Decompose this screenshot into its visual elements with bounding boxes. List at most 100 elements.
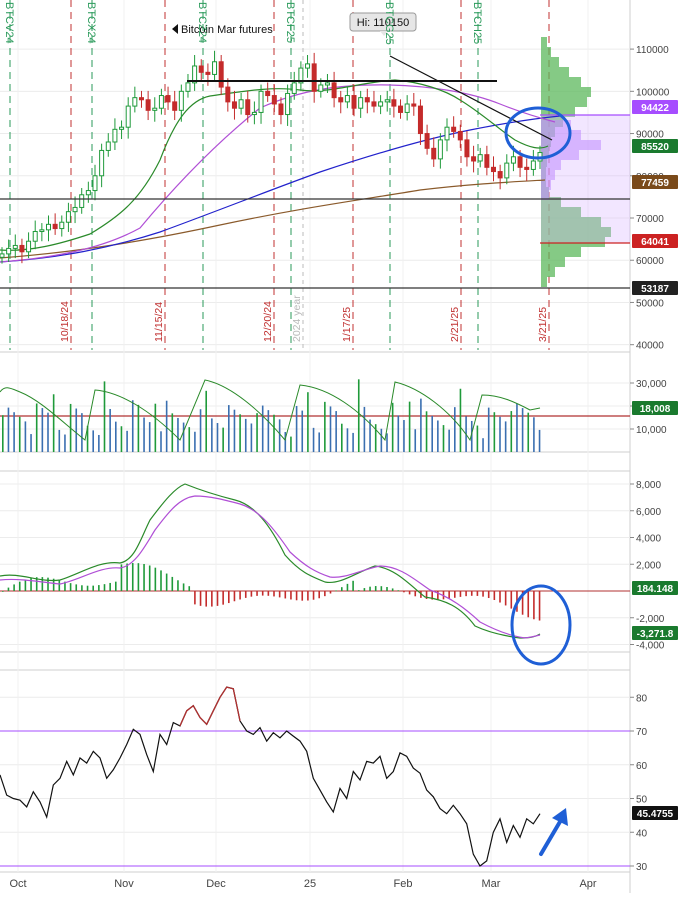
volume-bar (284, 431, 287, 452)
price-candle (45, 215, 51, 242)
macd-histogram-bar (75, 584, 78, 591)
x-tick-label: Nov (114, 878, 134, 890)
price-candle (212, 50, 218, 81)
macd-histogram-bar (363, 588, 366, 591)
x-tick-label: Feb (394, 878, 413, 890)
volume-profile-bar (541, 170, 555, 180)
price-candle (79, 188, 85, 214)
volume-profile-bar (541, 140, 601, 150)
volume-bar (177, 417, 179, 452)
macd-histogram-bar (177, 580, 179, 591)
macd-histogram-bar (380, 586, 383, 591)
price-candle (324, 74, 330, 94)
ma-200-line (0, 179, 546, 259)
macd-histogram-bar (403, 591, 405, 593)
volume-profile-bar (541, 97, 587, 107)
price-candle (530, 150, 536, 176)
volume-bar (324, 401, 326, 452)
price-candle (59, 215, 65, 237)
price-candle (371, 90, 377, 113)
price-candle (471, 145, 477, 173)
price-candle (185, 74, 191, 98)
rsi-panel (0, 730, 630, 867)
x-axis: Oct Nov Dec 25 Feb Mar Apr (9, 878, 596, 890)
macd-histogram-bar (58, 580, 61, 591)
y-tick-label: 6,000 (636, 507, 661, 518)
price-candle (524, 158, 530, 181)
volume-profile-bar (541, 150, 579, 160)
price-candle (258, 84, 264, 124)
volume-bar (341, 423, 343, 452)
macd-histogram-bar (154, 567, 157, 591)
y-tick-label: -4,000 (636, 641, 665, 652)
x-tick-label: Apr (579, 878, 596, 890)
price-candle (99, 143, 105, 188)
volume-bar (126, 430, 128, 452)
volume-bar (487, 407, 490, 452)
y-tick-label: 4,000 (636, 534, 661, 545)
macd-histogram-bar (493, 591, 496, 601)
macd-histogram-bar (307, 591, 309, 601)
macd-histogram-bar (329, 591, 332, 594)
price-badge-text: 45.4755 (637, 809, 674, 820)
macd-histogram-bar (414, 591, 417, 597)
price-badge-text: 18,008 (640, 404, 671, 415)
price-candle (271, 84, 277, 113)
price-candle (26, 232, 32, 259)
volume-bar (278, 419, 281, 452)
macd-histogram-bar (459, 591, 462, 597)
volume-bar (448, 429, 450, 452)
volume-bar (211, 418, 213, 452)
volume-bar (335, 411, 337, 452)
price-candle (265, 82, 271, 102)
volume-profile-bar (541, 57, 559, 67)
price-badges: 94422 85520 77459 64041 53187 18,008 184.148 -3… (632, 100, 678, 820)
price-candle (497, 164, 503, 190)
volume-profile-bar (541, 37, 547, 47)
price-candle (298, 61, 304, 91)
price-candle (152, 97, 158, 122)
volume-profile-bar (541, 217, 601, 227)
macd-histogram-bar (216, 591, 219, 606)
y-tick-label: 70000 (636, 214, 664, 225)
volume-profile-bar (541, 247, 581, 257)
volume-bar (228, 405, 230, 452)
volume-bar (103, 381, 106, 452)
macd-histogram-bar (47, 577, 49, 591)
macd-histogram-bar (284, 591, 287, 599)
macd-histogram-bar (250, 591, 253, 597)
price-candle (138, 90, 144, 108)
price-candle (285, 84, 291, 126)
x-tick-label: Mar (482, 878, 501, 890)
volume-bar (81, 413, 83, 452)
price-candle (411, 93, 417, 116)
contract-label: BTCF25 (284, 2, 296, 43)
volume-bar (109, 408, 111, 452)
y-tick-label: 30 (636, 862, 648, 873)
volume-bar (329, 406, 332, 452)
macd-histogram-bar (86, 585, 89, 591)
downtrend-line (389, 55, 553, 141)
macd-histogram-bar (538, 591, 541, 621)
volume-bar (527, 412, 530, 452)
price-candle (245, 90, 251, 123)
macd-histogram-bar (499, 591, 501, 603)
volume-bar (482, 438, 484, 452)
price-candle (338, 90, 344, 114)
expiry-date-label: 10/18/24 (59, 301, 71, 342)
volume-bar (504, 421, 507, 452)
volume-profile-bar (541, 237, 605, 247)
macd-histogram-bar (431, 591, 433, 600)
expiry-date-label: 3/21/25 (537, 307, 549, 342)
price-series (0, 50, 543, 264)
macd-histogram-bar (273, 591, 275, 597)
volume-bar (346, 428, 349, 452)
y-axes: 4000050000600007000080000900001000001100… (630, 45, 670, 873)
macd-histogram-bar (120, 564, 123, 591)
volume-bar (131, 400, 134, 452)
volume-bar (24, 421, 27, 452)
expiry-date-label: 12/20/24 (262, 301, 274, 342)
volume-bar (516, 403, 518, 452)
contract-label: BTCV24 (3, 2, 15, 44)
volume-bar (357, 379, 360, 452)
